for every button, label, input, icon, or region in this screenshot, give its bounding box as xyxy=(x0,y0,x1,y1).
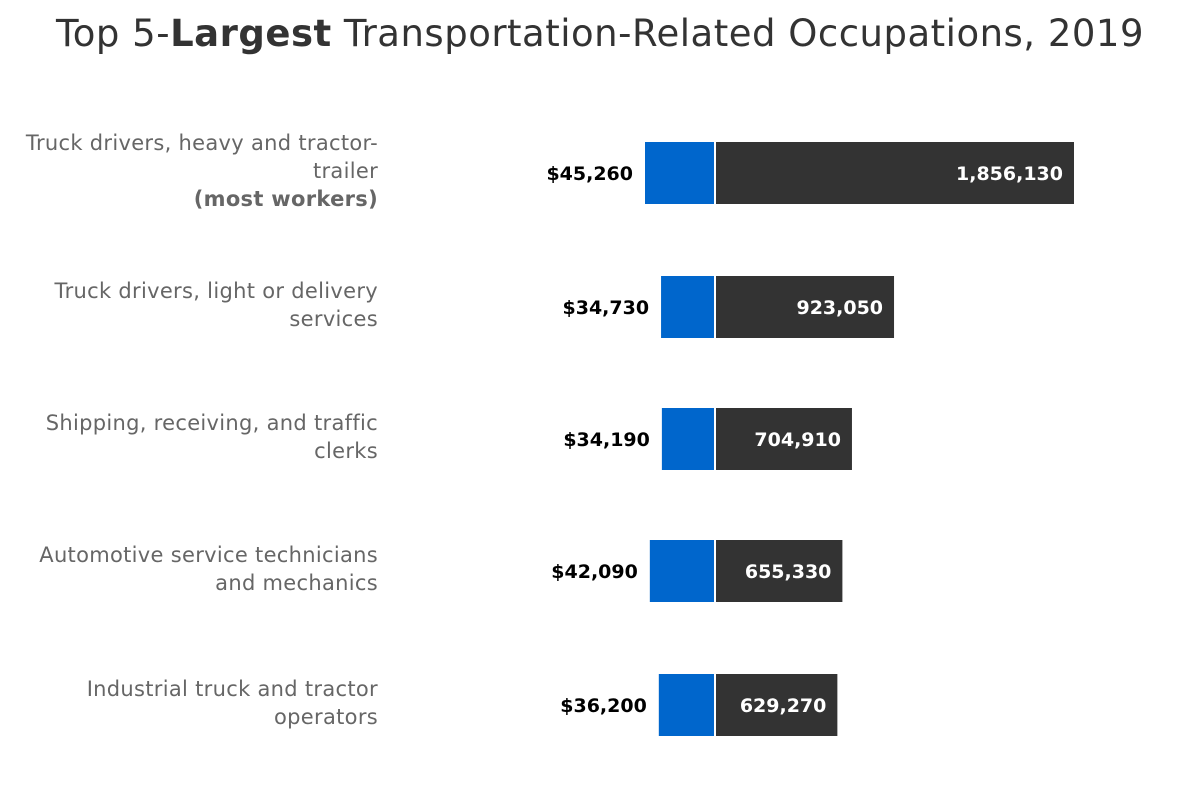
category-label-text: Truck drivers, light or delivery service… xyxy=(54,279,378,331)
employment-bar xyxy=(716,408,852,470)
title-prefix: Top 5- xyxy=(55,12,171,55)
chart-title: Top 5-Largest Transportation-Related Occ… xyxy=(0,12,1200,55)
wage-bar xyxy=(649,540,714,602)
wage-value-label: $36,200 xyxy=(560,695,647,717)
title-emphasis: Largest xyxy=(170,12,332,55)
wage-bar xyxy=(645,142,714,204)
category-note: (most workers) xyxy=(193,187,378,211)
category-label: Shipping, receiving, and traffic clerks xyxy=(6,409,378,465)
wage-bar xyxy=(658,674,714,736)
category-label-text: Automotive service technicians and mecha… xyxy=(39,543,378,595)
wage-bar xyxy=(661,408,714,470)
category-label: Automotive service technicians and mecha… xyxy=(6,541,378,597)
employment-value-label: 629,270 xyxy=(740,695,827,717)
category-label-text: Shipping, receiving, and traffic clerks xyxy=(45,411,378,463)
employment-bar xyxy=(716,142,1074,204)
employment-bar xyxy=(716,674,838,736)
category-label: Truck drivers, light or delivery service… xyxy=(6,277,378,333)
wage-value-label: $45,260 xyxy=(546,163,633,185)
category-label: Industrial truck and tractor operators xyxy=(6,675,378,731)
wage-bar xyxy=(661,276,714,338)
employment-value-label: 704,910 xyxy=(754,429,841,451)
wage-value-label: $34,190 xyxy=(563,429,650,451)
wage-value-label: $42,090 xyxy=(551,561,638,583)
wage-value-label: $34,730 xyxy=(563,297,650,319)
employment-value-label: 1,856,130 xyxy=(956,163,1063,185)
employment-bar xyxy=(716,276,895,338)
employment-value-label: 923,050 xyxy=(796,297,883,319)
employment-value-label: 655,330 xyxy=(745,561,832,583)
category-label: Truck drivers, heavy and tractor-trailer… xyxy=(6,129,378,213)
category-label-text: Truck drivers, heavy and tractor-trailer xyxy=(25,131,378,183)
title-suffix: Transportation-Related Occupations, 2019 xyxy=(331,12,1144,55)
category-label-text: Industrial truck and tractor operators xyxy=(86,677,378,729)
employment-bar xyxy=(716,540,843,602)
